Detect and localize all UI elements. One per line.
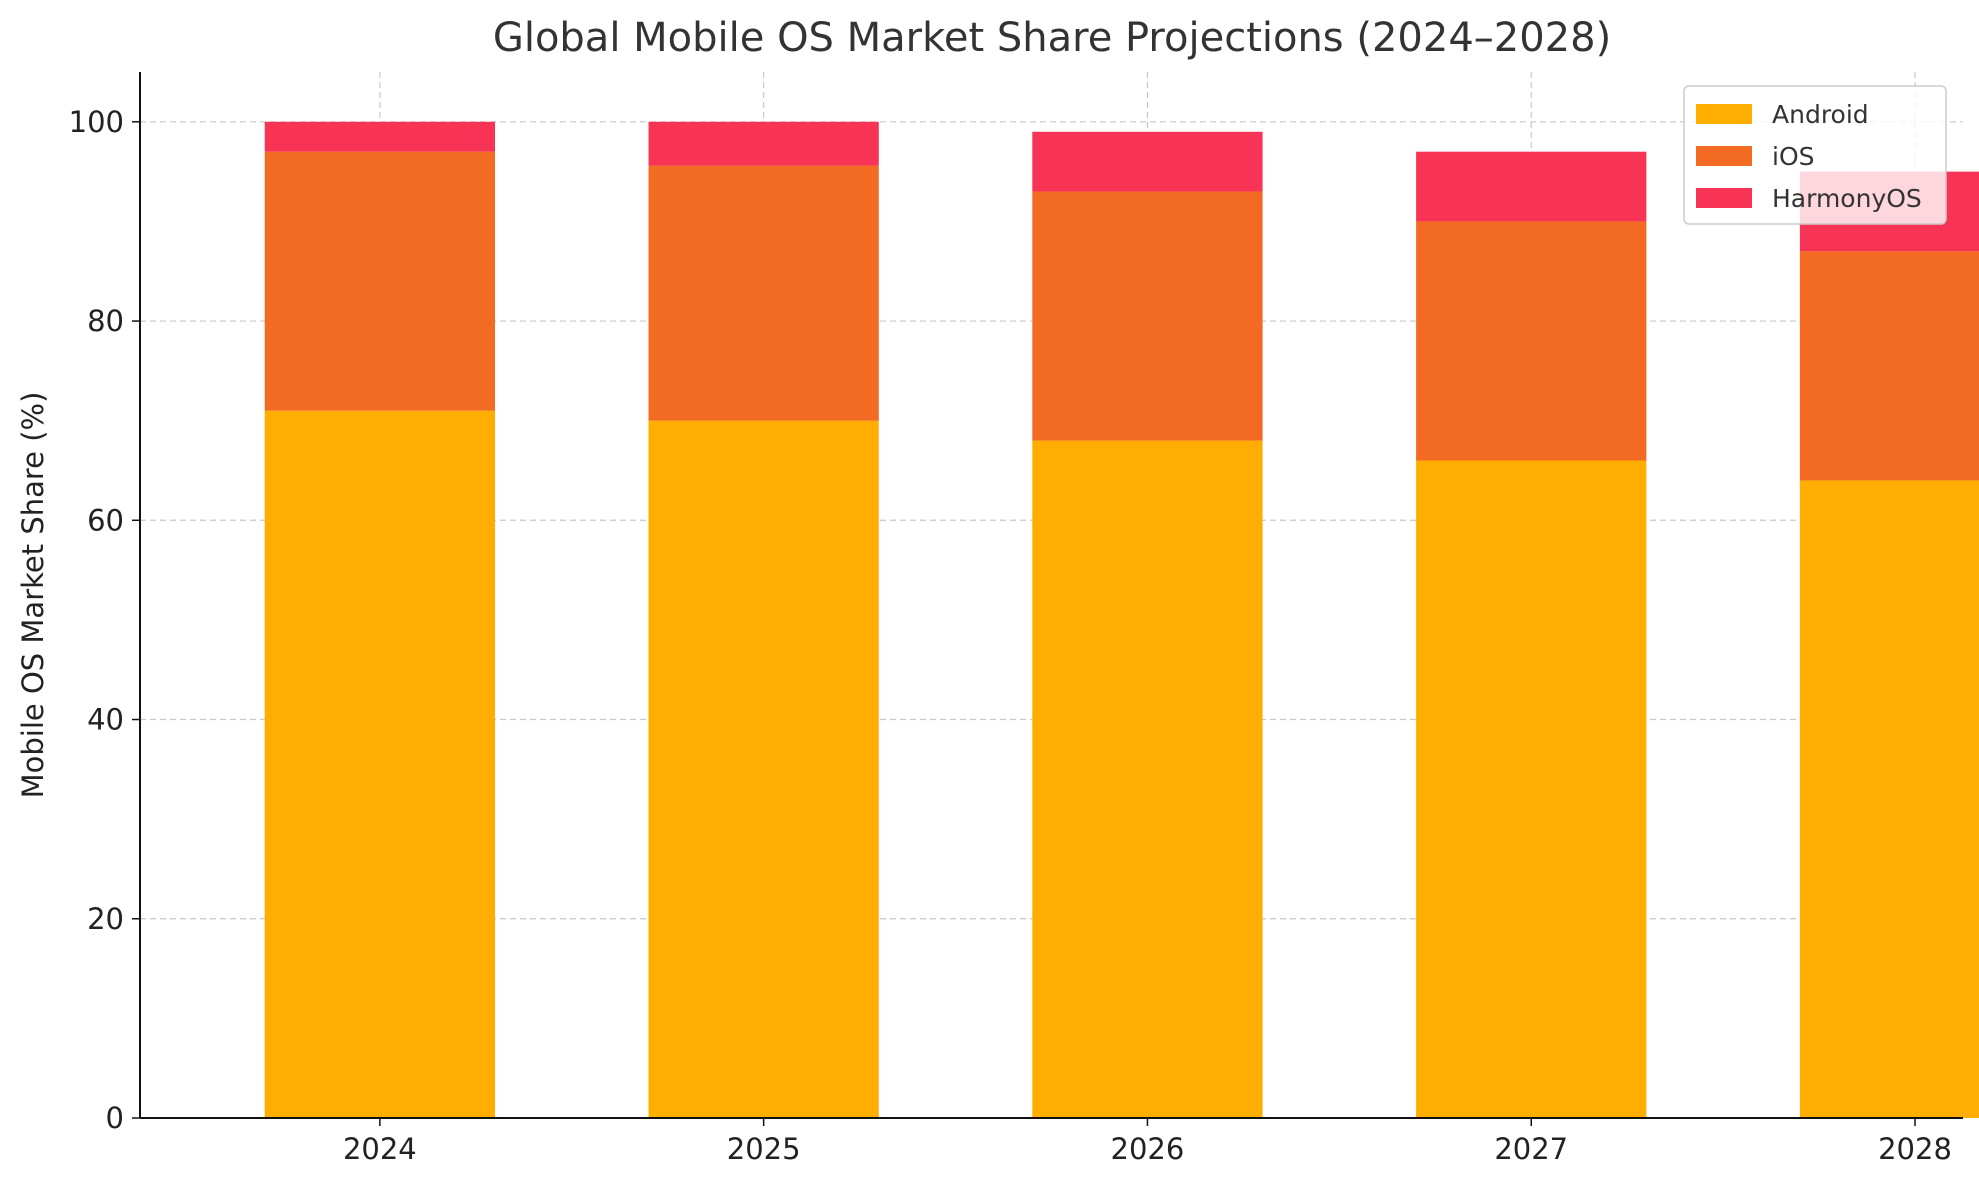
bar-android-2024[interactable]: [264, 410, 496, 1118]
y-tick-label: 0: [106, 1101, 124, 1135]
y-axis-label: Mobile OS Market Share (%): [16, 392, 50, 799]
legend-swatch-ios: [1696, 146, 1752, 166]
bar-ios-2025[interactable]: [648, 165, 879, 421]
tick-labels: 0 20 40 60 80 100 2024 2025 2026 2027 2028: [69, 105, 1952, 1166]
y-tick-label: 20: [87, 902, 124, 936]
x-tick-label: 2026: [1111, 1132, 1185, 1166]
axes: [132, 72, 1963, 1126]
legend-swatch-harmonyos: [1696, 188, 1752, 208]
legend[interactable]: Android iOS HarmonyOS: [1683, 85, 1947, 225]
bar-android-2026[interactable]: [1032, 440, 1263, 1119]
bar-android-2028[interactable]: [1799, 480, 1979, 1118]
x-tick-label: 2024: [343, 1132, 417, 1166]
y-tick-label: 40: [87, 703, 124, 737]
legend-swatch-android: [1696, 104, 1752, 124]
bars: [264, 121, 1979, 1119]
chart-title: Global Mobile OS Market Share Projection…: [493, 15, 1611, 61]
x-tick-label: 2027: [1494, 1132, 1568, 1166]
bar-ios-2028[interactable]: [1799, 251, 1979, 481]
bar-harmonyos-2027[interactable]: [1416, 151, 1647, 222]
bar-harmonyos-2025[interactable]: [648, 121, 879, 166]
bar-ios-2027[interactable]: [1416, 221, 1647, 461]
legend-label-android[interactable]: Android: [1772, 100, 1869, 129]
x-tick-label: 2025: [727, 1132, 801, 1166]
bar-harmonyos-2024[interactable]: [264, 121, 496, 152]
bar-android-2025[interactable]: [648, 420, 879, 1119]
bar-harmonyos-2026[interactable]: [1032, 131, 1263, 192]
y-tick-label: 100: [69, 105, 124, 139]
legend-label-ios[interactable]: iOS: [1772, 142, 1815, 171]
bar-ios-2024[interactable]: [264, 151, 496, 411]
bar-android-2027[interactable]: [1416, 460, 1647, 1118]
y-tick-label: 80: [87, 304, 124, 338]
y-tick-label: 60: [87, 503, 124, 537]
x-tick-label: 2028: [1878, 1132, 1952, 1166]
bar-ios-2026[interactable]: [1032, 191, 1263, 441]
legend-label-harmonyos[interactable]: HarmonyOS: [1772, 184, 1922, 213]
